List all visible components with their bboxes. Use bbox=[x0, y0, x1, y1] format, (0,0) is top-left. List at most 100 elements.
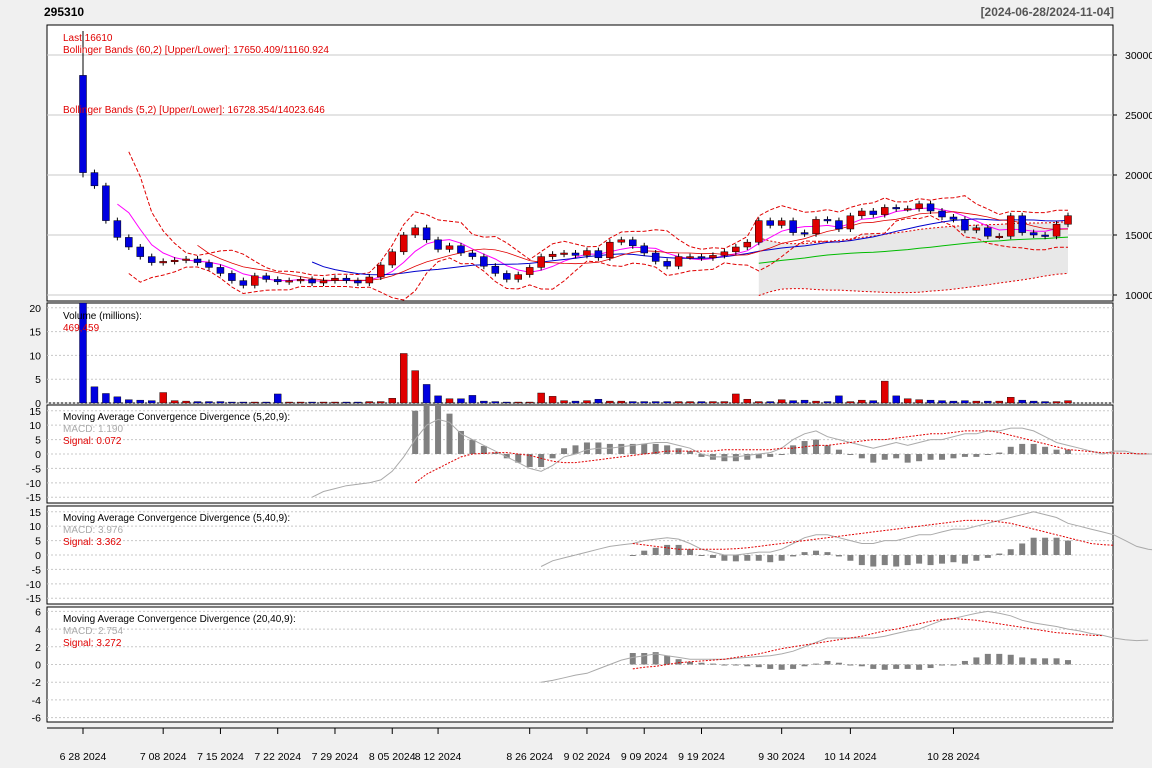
macd-histogram-bar bbox=[732, 664, 739, 666]
macd-histogram-bar bbox=[767, 664, 774, 669]
candle-down bbox=[113, 220, 122, 238]
volume-bar bbox=[491, 401, 500, 404]
macd-histogram-bar bbox=[1019, 443, 1026, 454]
volume-bar bbox=[548, 396, 557, 404]
macd-histogram-bar bbox=[916, 454, 923, 462]
candle-up bbox=[445, 245, 454, 250]
candle-down bbox=[354, 280, 362, 284]
candle-down bbox=[193, 258, 202, 263]
volume-bar bbox=[205, 401, 213, 404]
macd-axis-label: 0 bbox=[35, 550, 41, 562]
candle-up bbox=[537, 256, 545, 268]
macd-histogram-bar bbox=[641, 550, 648, 555]
macd-histogram-bar bbox=[721, 454, 728, 462]
candle-down bbox=[926, 203, 935, 212]
macd-histogram-bar bbox=[950, 454, 957, 459]
macd-histogram-bar bbox=[721, 664, 728, 666]
signal-line bbox=[414, 430, 1149, 484]
volume-bar bbox=[1029, 400, 1038, 404]
volume-bar bbox=[915, 399, 923, 404]
volume-bar bbox=[319, 401, 328, 404]
macd-axis-label: -2 bbox=[32, 677, 41, 689]
x-axis-label: 7 08 2024 bbox=[140, 751, 187, 763]
macd-histogram-bar bbox=[813, 550, 820, 555]
macd-histogram-bar bbox=[904, 454, 911, 463]
macd-histogram-bar bbox=[687, 661, 694, 665]
candle-down bbox=[892, 207, 900, 210]
macd-histogram-bar bbox=[881, 555, 888, 566]
x-axis-label: 10 14 2024 bbox=[824, 751, 877, 763]
volume-axis-label: 5 bbox=[35, 374, 41, 386]
macd-histogram-bar bbox=[641, 443, 648, 454]
volume-bar bbox=[777, 399, 786, 404]
macd-histogram-bar bbox=[755, 555, 762, 561]
macd-histogram-bar bbox=[583, 442, 590, 454]
macd-histogram-bar bbox=[984, 454, 991, 455]
candle-up bbox=[296, 279, 305, 282]
volume-bar bbox=[560, 400, 568, 404]
macd-histogram-bar bbox=[950, 664, 957, 666]
candle-up bbox=[388, 251, 396, 266]
macd-histogram-bar bbox=[858, 555, 865, 566]
macd-axis-label: -5 bbox=[32, 564, 41, 576]
x-axis-label: 7 29 2024 bbox=[312, 751, 359, 763]
candle-up bbox=[755, 220, 763, 243]
macd-axis-label: -10 bbox=[26, 478, 41, 490]
macd-histogram-bar bbox=[881, 454, 888, 460]
macd-histogram-bar bbox=[675, 544, 682, 555]
candle-up bbox=[880, 207, 889, 215]
macd-histogram-bar bbox=[744, 555, 751, 561]
volume-bar bbox=[434, 395, 442, 404]
macd-histogram-bar bbox=[778, 555, 785, 561]
macd-histogram-bar bbox=[881, 664, 888, 670]
macd-histogram-bar bbox=[973, 454, 980, 457]
bb5-legend: Bollinger Bands (5,2) [Upper/Lower]: 167… bbox=[63, 105, 325, 116]
macd-histogram-bar bbox=[721, 555, 728, 561]
candle-down bbox=[835, 220, 843, 230]
volume-bar bbox=[617, 400, 626, 404]
macd-histogram-bar bbox=[813, 439, 820, 454]
macd-histogram-bar bbox=[732, 454, 739, 462]
candle-down bbox=[823, 219, 832, 222]
macd-histogram-bar bbox=[687, 451, 694, 454]
candle-up bbox=[377, 264, 385, 278]
volume-bar bbox=[480, 400, 488, 404]
volume-bar bbox=[388, 398, 396, 404]
macd-histogram-bar bbox=[744, 664, 751, 667]
candle-up bbox=[903, 208, 912, 211]
candle-down bbox=[640, 245, 648, 254]
macd2-macd-value: MACD: 3.976 bbox=[63, 525, 124, 536]
candle-down bbox=[961, 219, 969, 231]
macd-histogram-bar bbox=[1042, 446, 1049, 454]
candle-down bbox=[766, 220, 774, 226]
candle-up bbox=[1052, 223, 1061, 237]
volume-axis-label: 15 bbox=[29, 327, 41, 339]
candle-down bbox=[503, 273, 511, 280]
price-axis-label: 20000 bbox=[1125, 170, 1152, 182]
macd-histogram-bar bbox=[457, 430, 464, 454]
macd-histogram-bar bbox=[1019, 543, 1026, 555]
candle-down bbox=[1029, 232, 1038, 236]
macd-histogram-bar bbox=[492, 452, 499, 454]
macd-histogram-bar bbox=[664, 544, 671, 555]
macd-histogram-bar bbox=[858, 454, 865, 459]
macd1-macd-value: MACD: 1.190 bbox=[63, 424, 124, 435]
macd-histogram-bar bbox=[698, 454, 705, 457]
candle-up bbox=[709, 255, 717, 259]
volume-bar bbox=[732, 393, 740, 404]
macd-axis-label: 15 bbox=[29, 507, 41, 519]
price-axis-label: 25000 bbox=[1125, 110, 1152, 122]
macd-axis-label: 4 bbox=[35, 624, 41, 636]
candle-down bbox=[308, 279, 316, 284]
macd-histogram-bar bbox=[824, 552, 831, 555]
volume-bar bbox=[503, 401, 511, 404]
volume-bar bbox=[800, 399, 809, 404]
candle-down bbox=[800, 232, 809, 235]
macd-histogram-bar bbox=[858, 664, 865, 667]
volume-bar bbox=[148, 400, 156, 404]
ma40-line bbox=[758, 236, 1069, 264]
macd-histogram-bar bbox=[1053, 658, 1060, 665]
volume-bar bbox=[239, 401, 248, 404]
candle-up bbox=[319, 280, 328, 284]
volume-panel-frame bbox=[46, 302, 1114, 404]
